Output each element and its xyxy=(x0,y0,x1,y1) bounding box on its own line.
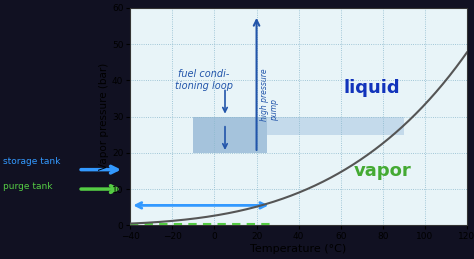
Y-axis label: Vapor pressure (bar): Vapor pressure (bar) xyxy=(99,63,109,170)
Text: vapor: vapor xyxy=(354,162,411,180)
Text: liquid: liquid xyxy=(344,78,401,97)
Text: storage tank: storage tank xyxy=(3,157,60,166)
Text: high pressure
pump: high pressure pump xyxy=(260,68,279,121)
Text: purge tank: purge tank xyxy=(3,182,52,191)
Bar xyxy=(267,117,404,135)
Bar xyxy=(193,117,267,153)
Text: fuel condi-
tioning loop: fuel condi- tioning loop xyxy=(175,69,233,91)
X-axis label: Temperature (°C): Temperature (°C) xyxy=(250,244,347,254)
